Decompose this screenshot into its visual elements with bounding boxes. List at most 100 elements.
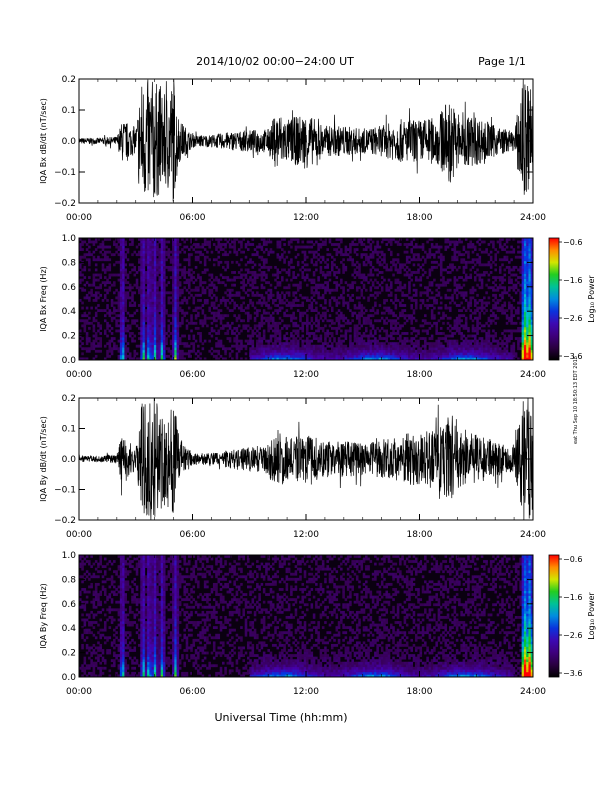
heatmap-cell (156, 250, 159, 254)
heatmap-cell (124, 347, 127, 351)
heatmap-cell (160, 293, 164, 297)
heatmap-cell (217, 309, 221, 313)
heatmap-cell (353, 268, 357, 272)
heatmap-cell (412, 337, 416, 340)
heatmap-cell (330, 357, 334, 361)
heatmap-cell (174, 337, 177, 340)
heatmap-cell (469, 314, 473, 318)
heatmap-cell (433, 316, 436, 320)
heatmap-cell (162, 281, 166, 285)
heatmap-cell (178, 268, 182, 272)
heatmap-cell (485, 349, 488, 353)
heatmap-cell (103, 268, 107, 272)
heatmap-cell (251, 281, 255, 285)
heatmap-cell (312, 309, 316, 313)
heatmap-cell (528, 286, 532, 290)
heatmap-cell (140, 316, 143, 320)
heatmap-cell (262, 296, 266, 300)
heatmap-cell (487, 329, 491, 333)
heatmap-cell (147, 255, 150, 259)
heatmap-cell (460, 352, 463, 356)
heatmap-cell (128, 288, 132, 292)
heatmap-cell (483, 339, 486, 343)
heatmap-cell (396, 286, 400, 290)
heatmap-cell (508, 316, 511, 320)
heatmap-cell (396, 271, 400, 274)
heatmap-cell (426, 321, 429, 325)
heatmap-cell (244, 344, 248, 348)
heatmap-cell (330, 354, 334, 358)
heatmap-cell (430, 349, 434, 353)
heatmap-cell (301, 296, 305, 300)
heatmap-cell (106, 342, 109, 346)
heatmap-cell (310, 258, 314, 262)
heatmap-cell (451, 339, 454, 343)
heatmap-cell (160, 260, 164, 264)
heatmap-cell (442, 316, 445, 320)
heatmap-cell (162, 339, 166, 343)
heatmap-cell (203, 314, 207, 318)
heatmap-cell (194, 243, 198, 246)
heatmap-cell (433, 357, 436, 361)
heatmap-cell (494, 253, 497, 257)
heatmap-cell (508, 271, 511, 274)
heatmap-cell (99, 349, 102, 353)
heatmap-cell (108, 347, 112, 351)
heatmap-cell (178, 281, 182, 285)
heatmap-cell (419, 347, 423, 351)
heatmap-cell (501, 344, 504, 348)
heatmap-cell (523, 268, 527, 272)
heatmap-cell (271, 354, 275, 358)
heatmap-cell (523, 304, 527, 307)
heatmap-cell (108, 286, 112, 290)
heatmap-cell (94, 296, 98, 300)
heatmap-cell (226, 299, 230, 302)
heatmap-cell (169, 291, 173, 295)
heatmap-cell (142, 283, 146, 287)
heatmap-cell (424, 347, 427, 351)
heatmap-cell (162, 276, 166, 279)
heatmap-cell (360, 357, 364, 361)
heatmap-cell (138, 288, 141, 292)
heatmap-cell (262, 271, 266, 274)
heatmap-cell (483, 354, 486, 358)
heatmap-cell (433, 321, 436, 325)
heatmap-cell (337, 271, 341, 274)
heatmap-cell (101, 248, 105, 252)
heatmap-cell (151, 293, 155, 297)
heatmap-cell (353, 243, 357, 246)
heatmap-cell (142, 354, 146, 358)
heatmap-cell (430, 283, 434, 287)
heatmap-cell (119, 342, 123, 346)
heatmap-cell (530, 283, 534, 287)
heatmap-cell (178, 301, 182, 305)
heatmap-cell (478, 342, 482, 346)
heatmap-cell (144, 271, 148, 274)
heatmap-cell (153, 268, 157, 272)
heatmap-cell (312, 278, 316, 282)
heatmap-cell (446, 352, 450, 356)
heatmap-cell (417, 332, 420, 335)
heatmap-cell (387, 334, 391, 338)
heatmap-cell (206, 299, 209, 302)
heatmap-cell (417, 329, 420, 333)
heatmap-cell (224, 332, 227, 335)
heatmap-cell (265, 352, 268, 356)
heatmap-cell (449, 324, 452, 328)
heatmap-cell (417, 271, 420, 274)
heatmap-cell (301, 271, 305, 274)
heatmap-cell (276, 296, 280, 300)
heatmap-cell (140, 273, 143, 277)
heatmap-cell (430, 344, 434, 348)
heatmap-cell (94, 332, 98, 335)
heatmap-cell (276, 243, 280, 246)
heatmap-cell (342, 349, 345, 353)
heatmap-cell (528, 344, 532, 348)
heatmap-cell (455, 344, 459, 348)
heatmap-cell (396, 260, 400, 264)
heatmap-cell (437, 354, 441, 358)
heatmap-cell (360, 238, 364, 241)
heatmap-cell (476, 352, 479, 356)
heatmap-cell (315, 283, 318, 287)
heatmap-cell (467, 354, 470, 358)
